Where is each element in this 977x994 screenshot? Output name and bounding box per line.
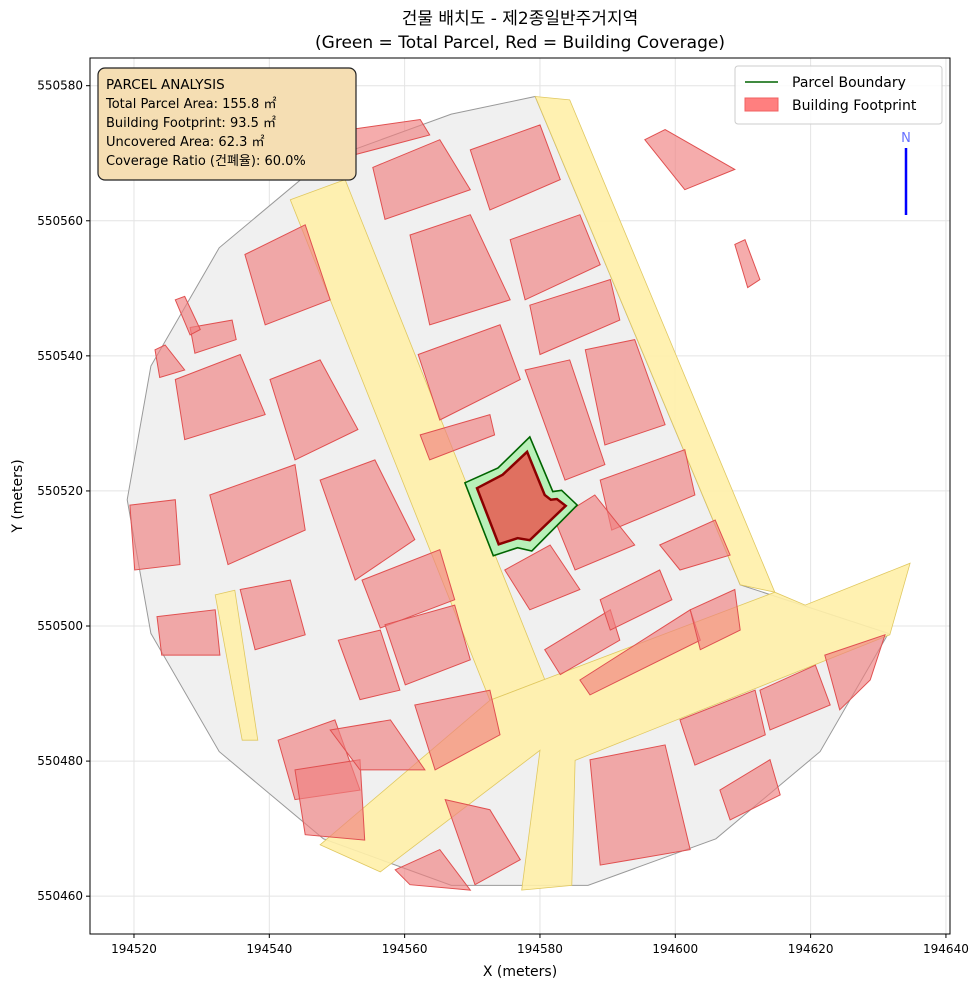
y-tick-label: 550560	[37, 214, 83, 228]
y-axis-label: Y (meters)	[10, 459, 26, 533]
building-footprint	[361, 549, 456, 629]
x-tick-label: 194580	[517, 942, 563, 956]
y-tick-label: 550500	[37, 619, 83, 633]
info-total-area: Total Parcel Area: 155.8 ㎡	[105, 97, 276, 112]
north-arrow: N	[901, 131, 911, 215]
building-footprint	[372, 139, 472, 221]
building-footprint	[734, 239, 761, 289]
info-box-bg	[97, 67, 357, 181]
building-footprint	[589, 744, 691, 866]
x-tick-label: 194540	[246, 942, 292, 956]
building-footprint	[544, 609, 621, 676]
building-footprint	[319, 459, 416, 581]
plot-frame	[89, 57, 951, 935]
building-footprint	[129, 499, 181, 571]
building-footprint	[644, 129, 736, 191]
building-footprint	[189, 319, 237, 354]
building-footprint	[209, 463, 306, 566]
info-box: PARCEL ANALYSIS Total Parcel Area: 155.8…	[97, 67, 357, 181]
legend-bg	[734, 65, 943, 125]
building-footprint	[824, 634, 886, 711]
building-footprint	[174, 295, 201, 336]
building-footprint	[509, 214, 601, 301]
building-footprint	[154, 344, 186, 379]
building-footprint	[444, 798, 521, 886]
x-tick-label: 194560	[382, 942, 428, 956]
building-footprint	[269, 359, 359, 461]
axis-ticks: 194520 194540 194560 194580 194600 194620 1946…	[37, 79, 969, 956]
x-tick-label: 194520	[111, 942, 157, 956]
building-footprint	[719, 758, 781, 821]
building-footprint	[658, 519, 731, 571]
building-footprint	[337, 629, 401, 701]
building-footprint	[469, 124, 561, 211]
legend-parcel-label: Parcel Boundary	[792, 75, 906, 91]
x-tick-label: 194600	[652, 942, 698, 956]
building-footprint	[599, 569, 673, 631]
y-tick-label: 550580	[37, 79, 83, 93]
building-footprint	[294, 759, 366, 841]
building-footprint	[554, 494, 636, 571]
x-axis-label: X (meters)	[483, 964, 557, 980]
title-line-2: (Green = Total Parcel, Red = Building Co…	[315, 33, 725, 53]
building-footprint	[679, 689, 766, 766]
road	[319, 562, 911, 891]
info-footprint: Building Footprint: 93.5 ㎡	[106, 116, 276, 131]
map-content	[126, 95, 911, 891]
legend-building-label: Building Footprint	[792, 98, 917, 114]
info-coverage-ratio: Coverage Ratio (건폐율): 60.0%	[106, 154, 306, 169]
building-footprint	[156, 609, 221, 656]
north-label: N	[901, 131, 911, 146]
road	[534, 96, 776, 593]
building-footprint	[529, 278, 621, 356]
building-footprint	[584, 339, 666, 446]
road	[214, 589, 259, 741]
building-footprint	[524, 359, 606, 481]
building-footprint	[239, 579, 306, 651]
info-heading: PARCEL ANALYSIS	[106, 77, 225, 93]
building-footprint	[417, 324, 521, 421]
x-tick-label: 194620	[788, 942, 834, 956]
building-footprint	[759, 664, 831, 731]
y-tick-label: 550520	[37, 484, 83, 498]
building-footprint	[329, 719, 426, 771]
building-footprint	[394, 848, 472, 891]
y-tick-label: 550540	[37, 349, 83, 363]
building-footprint	[419, 413, 496, 461]
building-footprint	[689, 588, 741, 651]
legend-building-patch-icon	[744, 97, 779, 112]
info-uncovered: Uncovered Area: 62.3 ㎡	[106, 135, 265, 150]
y-tick-label: 550480	[37, 754, 83, 768]
y-tick-label: 550460	[37, 889, 83, 903]
target-building	[475, 449, 568, 546]
building-footprint	[174, 353, 266, 441]
x-tick-label: 194640	[923, 942, 969, 956]
building-footprint	[244, 224, 331, 326]
building-footprint	[409, 214, 511, 326]
building-footprint	[384, 604, 471, 686]
title-line-1: 건물 배치도 - 제2종일반주거지역	[402, 9, 638, 29]
legend: Parcel Boundary Building Footprint	[734, 65, 943, 125]
building-footprint	[414, 689, 501, 771]
building-footprint	[504, 544, 581, 611]
